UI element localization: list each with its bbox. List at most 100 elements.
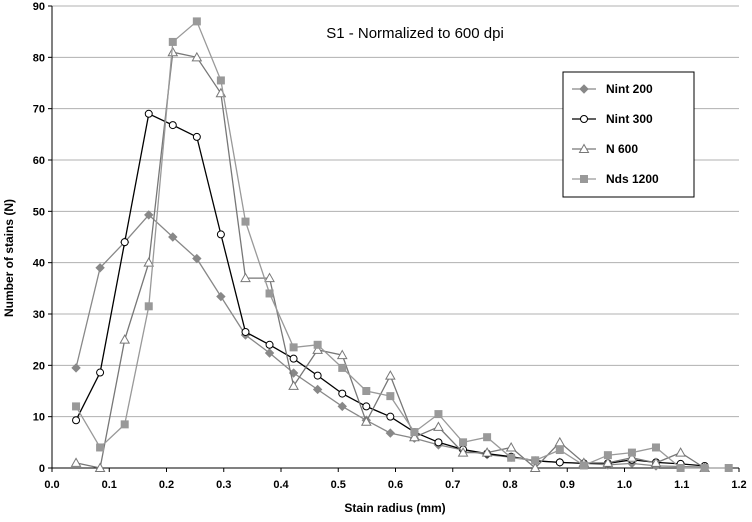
data-point: [96, 443, 105, 452]
data-point: [241, 217, 250, 226]
data-point: [96, 368, 105, 377]
data-point: [264, 272, 275, 283]
data-point: [265, 340, 274, 349]
data-point: [312, 384, 323, 395]
y-tick-label: 0: [39, 463, 45, 475]
data-point: [555, 458, 564, 467]
data-point: [360, 416, 372, 426]
data-point: [289, 354, 298, 363]
x-tick-label: 0.8: [502, 479, 517, 491]
data-point: [313, 340, 322, 349]
data-point: [338, 389, 347, 398]
x-tick-label: 0.1: [102, 479, 117, 491]
x-tick-label: 1.2: [731, 479, 746, 491]
data-point: [531, 456, 540, 465]
data-point: [362, 402, 371, 411]
y-tick-label: 10: [33, 412, 45, 424]
data-point: [386, 392, 395, 401]
data-point: [650, 457, 662, 467]
data-point: [507, 453, 516, 462]
data-point: [554, 436, 566, 447]
legend-marker: [580, 175, 588, 183]
data-point: [94, 462, 106, 472]
data-point: [144, 109, 153, 118]
data-point: [457, 447, 469, 457]
data-point: [191, 51, 203, 62]
series-4: [72, 17, 733, 472]
data-point: [529, 462, 541, 472]
data-point: [505, 441, 517, 452]
data-point: [241, 327, 250, 336]
data-point: [555, 446, 564, 455]
data-point: [120, 238, 129, 247]
x-tick-label: 0.7: [445, 479, 460, 491]
y-tick-labels: 0 10 20 30 40 50 60 70 80 90: [33, 1, 45, 475]
data-point: [192, 132, 201, 141]
data-point: [724, 464, 733, 472]
data-point: [603, 451, 612, 460]
y-tick-label: 20: [33, 360, 45, 372]
data-point: [288, 380, 299, 390]
data-point: [120, 420, 129, 429]
chart-title: S1 - Normalized to 600 dpi: [326, 25, 504, 42]
data-point: [95, 263, 105, 273]
data-point: [651, 443, 660, 452]
data-point: [700, 464, 709, 472]
axes: [48, 5, 740, 472]
series-group: [70, 17, 733, 472]
x-tick-label: 0.2: [159, 479, 174, 491]
data-point: [192, 17, 201, 26]
data-point: [240, 272, 251, 283]
data-point: [71, 363, 81, 373]
x-tick-label: 0.0: [44, 479, 59, 491]
x-tick-label: 0.3: [216, 479, 231, 491]
x-axis-title: Stain radius (mm): [344, 501, 445, 515]
data-point: [602, 457, 614, 467]
data-point: [313, 371, 322, 380]
data-point: [676, 464, 685, 472]
data-point: [337, 401, 347, 412]
data-point: [433, 421, 444, 431]
data-point: [216, 76, 225, 85]
data-point: [675, 447, 686, 457]
x-tick-label: 0.9: [560, 479, 575, 491]
legend-marker: [580, 115, 588, 123]
data-point: [362, 387, 371, 395]
data-point: [384, 370, 396, 380]
legend-marker: [579, 84, 589, 94]
data-point: [144, 210, 154, 220]
legend-label: Nint 200: [606, 82, 653, 96]
y-tick-label: 90: [33, 1, 45, 13]
x-tick-labels: 0.0 0.1 0.2 0.3 0.4 0.5 0.6 0.7 0.8 0.9 1.0 1.1 1.2: [44, 479, 746, 491]
legend-label: N 600: [606, 142, 638, 156]
data-point: [626, 452, 638, 462]
legend-label: Nds 1200: [606, 172, 659, 186]
data-point: [483, 433, 492, 442]
data-point: [70, 457, 82, 467]
data-point: [216, 230, 225, 239]
y-axis-title: Number of stains (N): [2, 199, 16, 317]
x-tick-label: 0.6: [388, 479, 403, 491]
x-tick-label: 1.0: [617, 479, 632, 491]
data-point: [168, 232, 178, 242]
data-point: [312, 344, 323, 354]
series-line: [75, 20, 729, 469]
data-point: [143, 257, 155, 267]
data-point: [289, 343, 298, 352]
data-point: [167, 46, 179, 57]
data-point: [72, 402, 81, 411]
data-point: [264, 348, 275, 358]
x-tick-label: 0.5: [331, 479, 346, 491]
data-point: [338, 363, 347, 372]
y-tick-label: 30: [33, 309, 45, 321]
legend-marker: [578, 143, 590, 153]
data-point: [409, 431, 420, 442]
data-point: [481, 447, 493, 457]
x-tick-label: 0.4: [273, 479, 289, 491]
data-point: [627, 448, 636, 457]
data-point: [386, 412, 395, 421]
data-point: [72, 416, 81, 425]
data-point: [192, 253, 202, 264]
data-point: [216, 291, 226, 302]
